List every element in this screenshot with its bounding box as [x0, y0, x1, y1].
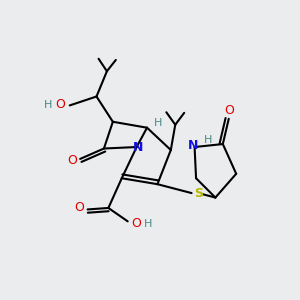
Text: O: O: [55, 98, 65, 111]
Text: N: N: [188, 139, 198, 152]
Text: O: O: [75, 202, 85, 214]
Text: N: N: [133, 140, 143, 154]
Text: H: H: [154, 118, 163, 128]
Text: O: O: [67, 154, 77, 167]
Text: H: H: [144, 219, 153, 229]
Text: S: S: [194, 187, 203, 200]
Text: O: O: [224, 104, 234, 117]
Text: H: H: [44, 100, 52, 110]
Text: O: O: [131, 217, 141, 230]
Text: H: H: [204, 136, 212, 146]
